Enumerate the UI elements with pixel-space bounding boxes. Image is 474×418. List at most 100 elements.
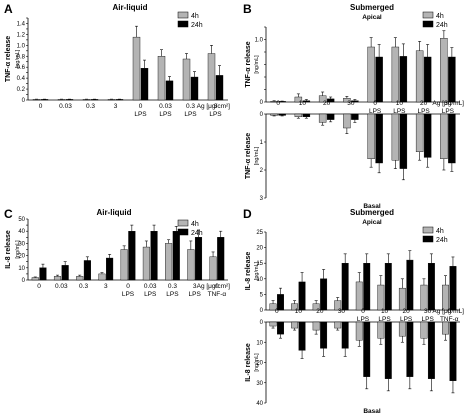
- bar: [278, 113, 286, 116]
- y-tick-label: 0: [22, 278, 26, 284]
- y-tick-label: 0.4: [17, 76, 26, 82]
- bar: [165, 243, 173, 281]
- category-label: 0: [215, 283, 219, 290]
- y-tick-label: 3: [260, 196, 264, 202]
- bar: [375, 56, 383, 103]
- y-tick-label: 1.0: [255, 38, 264, 44]
- bar: [120, 249, 128, 281]
- y-axis-label: TNF-α release: [5, 36, 12, 82]
- panel-a: A Air-liquid 4h 24h 0 0.2 0.4 0.6 0.8 1.0 1.2 1.4 0 0…: [4, 2, 230, 118]
- category-label: LPS: [442, 108, 455, 115]
- y-axis-unit-top: [ng/mL]: [254, 261, 260, 280]
- legend-swatch: [422, 226, 434, 234]
- category-label: 20: [316, 308, 324, 315]
- legend-swatch: [422, 11, 434, 19]
- y-tick-label: 1: [260, 140, 264, 146]
- legend-swatch: [422, 20, 434, 28]
- bar: [398, 321, 406, 337]
- bar: [442, 284, 449, 311]
- y-tick-label: 20: [256, 246, 263, 252]
- apical-label: Apical: [362, 219, 382, 226]
- y-axis-label-top: IL-8 release: [245, 252, 252, 291]
- category-label: LPS: [159, 111, 172, 118]
- category-label: LPS: [134, 111, 147, 118]
- y-axis-label-bottom: IL-8 release: [245, 343, 252, 382]
- y-tick-label: 30: [18, 241, 25, 247]
- y-tick-label: 15: [256, 261, 263, 267]
- y-tick-label: 0.8: [17, 54, 26, 60]
- bar: [384, 321, 392, 379]
- bar: [128, 230, 136, 281]
- bar: [107, 99, 116, 101]
- category-label: 0.3: [86, 103, 95, 110]
- y-axis-label-top: TNF-α release: [245, 41, 252, 87]
- panel-title: Air-liquid: [96, 208, 131, 217]
- category-label: 0.3: [186, 103, 195, 110]
- category-label: 0: [373, 100, 377, 107]
- category-label: 0: [39, 103, 43, 110]
- bar: [377, 284, 385, 311]
- bar: [65, 99, 74, 101]
- bar: [440, 113, 448, 159]
- bar: [187, 249, 195, 281]
- category-label: 20: [420, 100, 428, 107]
- y-axis-unit: [ng/mL]: [15, 49, 21, 68]
- bar: [375, 113, 383, 164]
- category-label: LPS: [357, 316, 370, 323]
- category-label: TNF-α: [440, 316, 459, 323]
- bar: [31, 277, 39, 281]
- category-label: LPS: [184, 111, 197, 118]
- y-axis-unit-top: [ng/mL]: [254, 55, 260, 74]
- y-tick-label: 1.0: [17, 43, 26, 49]
- y-tick-label: 10: [18, 266, 25, 272]
- panel-title: Submerged: [350, 208, 394, 217]
- panel-title: Submerged: [350, 3, 394, 12]
- bar: [115, 99, 124, 101]
- bar: [398, 287, 406, 311]
- category-label: LPS: [393, 108, 406, 115]
- bar: [448, 56, 456, 103]
- bar: [341, 321, 349, 349]
- bar: [76, 276, 84, 281]
- y-tick-label: 0.6: [17, 65, 26, 71]
- bar: [320, 278, 328, 311]
- bar: [334, 321, 342, 329]
- x-unit-label: Ag [μg/mL]: [432, 308, 464, 315]
- category-label: 0.03: [144, 283, 157, 290]
- y-axis-unit-bottom: [ng/mL]: [254, 353, 260, 372]
- bar: [415, 113, 424, 152]
- bar: [270, 113, 278, 116]
- bar: [182, 58, 191, 101]
- legend-swatch: [422, 235, 434, 243]
- category-label: LPS: [144, 291, 157, 298]
- category-label: 0: [275, 308, 279, 315]
- bar: [442, 321, 449, 335]
- bar: [90, 99, 99, 101]
- bar: [83, 260, 91, 281]
- legend-label: 24h: [191, 22, 203, 29]
- bar: [312, 321, 320, 331]
- y-tick-label: 30: [256, 381, 263, 387]
- bar: [351, 113, 359, 120]
- panel-title: Air-liquid: [112, 3, 147, 12]
- bar: [406, 321, 414, 377]
- category-label: LPS: [400, 316, 413, 323]
- y-tick-label: 20: [18, 254, 25, 260]
- bar: [39, 267, 47, 281]
- bar: [355, 281, 363, 311]
- bar: [291, 321, 299, 329]
- category-label: LPS: [166, 291, 179, 298]
- bar: [269, 321, 277, 327]
- bar: [448, 113, 456, 164]
- category-label: 0.03: [55, 283, 68, 290]
- category-label: 10: [381, 308, 389, 315]
- bar: [449, 266, 457, 311]
- bar: [32, 99, 41, 101]
- bar: [150, 230, 158, 281]
- bar: [40, 99, 49, 101]
- category-label: 0: [361, 308, 365, 315]
- bar: [53, 276, 62, 281]
- bar: [194, 237, 203, 281]
- y-tick-label: 40: [256, 401, 263, 407]
